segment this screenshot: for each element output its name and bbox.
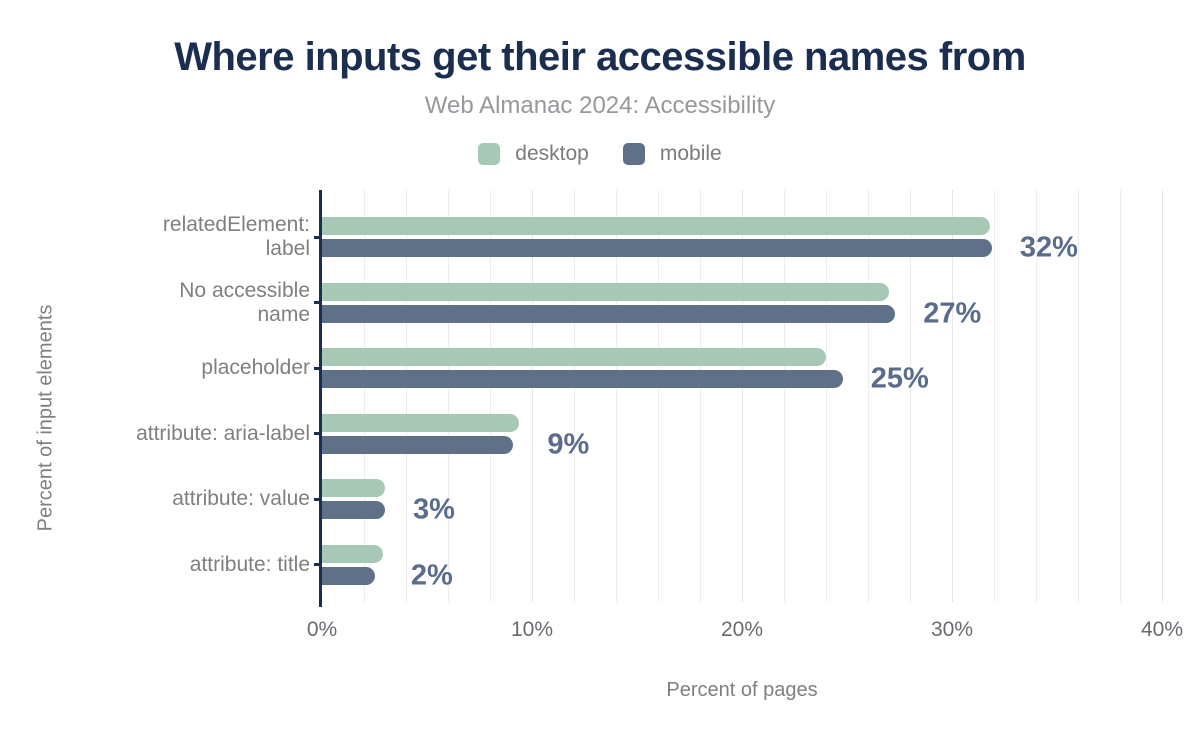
value-label: 3% — [413, 493, 455, 526]
value-label: 9% — [547, 428, 590, 460]
desktop-bar — [322, 348, 826, 366]
x-tick-label: 20% — [720, 618, 764, 641]
gridline — [448, 190, 449, 602]
mobile-bar — [322, 370, 843, 388]
desktop-bar — [322, 217, 990, 235]
category-label: No accessible name — [179, 278, 310, 326]
mobile-legend-swatch — [622, 143, 645, 165]
desktop-bar — [322, 413, 520, 432]
legend-item-desktop: desktop — [478, 142, 589, 166]
value-label: 32% — [1019, 231, 1078, 264]
gridline — [616, 190, 617, 602]
value-label: 25% — [870, 362, 929, 395]
gridline — [826, 190, 827, 602]
gridline — [1078, 190, 1079, 602]
gridline — [1036, 190, 1037, 602]
desktop-legend-swatch — [478, 143, 501, 165]
value-label: 2% — [410, 559, 453, 591]
mobile-legend-label: mobile — [659, 142, 722, 165]
category-label: placeholder — [201, 356, 310, 379]
chart-title: Where inputs get their accessible names … — [174, 35, 1026, 79]
gridline — [406, 190, 407, 602]
gridline — [910, 190, 911, 602]
y-axis-tick — [314, 432, 321, 435]
category-label: relatedElement: label — [162, 213, 310, 260]
x-axis-title: Percent of pages — [666, 679, 818, 701]
category-label: attribute: title — [189, 552, 310, 576]
category-label: attribute: aria-label — [136, 421, 310, 445]
chart-subtitle: Web Almanac 2024: Accessibility — [424, 92, 776, 119]
legend-item-mobile: mobile — [622, 142, 722, 166]
gridline — [574, 190, 575, 602]
gridline — [700, 190, 701, 602]
y-axis-tick — [314, 563, 321, 566]
x-tick-label: 30% — [930, 618, 974, 641]
gridline — [658, 190, 659, 602]
desktop-bar — [322, 282, 889, 301]
mobile-bar — [322, 435, 514, 454]
mobile-bar — [322, 566, 375, 585]
gridline — [868, 190, 869, 602]
gridline — [952, 190, 953, 602]
y-axis-tick — [314, 366, 321, 370]
y-axis-title: Percent of input elements — [34, 304, 57, 532]
y-axis-line — [319, 190, 322, 607]
gridline — [1162, 190, 1163, 602]
x-tick-label: 10% — [510, 618, 554, 641]
y-axis-tick — [314, 497, 321, 501]
plot-area: 32% 27% 25% 9% 3% 2% — [314, 190, 1163, 607]
gridline — [532, 190, 533, 602]
x-tick-label: 40% — [1140, 618, 1184, 641]
desktop-legend-label: desktop — [515, 142, 589, 165]
value-label: 27% — [923, 297, 982, 329]
x-tick-label: 0% — [306, 618, 338, 641]
gridline — [742, 190, 743, 602]
desktop-bar — [322, 544, 383, 563]
desktop-bar — [322, 479, 385, 497]
legend: desktop mobile — [0, 142, 1200, 166]
mobile-bar — [322, 501, 385, 519]
mobile-bar — [322, 304, 896, 323]
mobile-bar — [322, 239, 992, 257]
gridline — [784, 190, 785, 602]
gridline — [364, 190, 365, 602]
category-label: attribute: value — [172, 487, 310, 510]
gridline — [490, 190, 491, 602]
y-axis-tick — [314, 235, 321, 239]
gridline — [1120, 190, 1121, 602]
y-axis-tick — [314, 301, 321, 304]
gridline — [994, 190, 995, 602]
